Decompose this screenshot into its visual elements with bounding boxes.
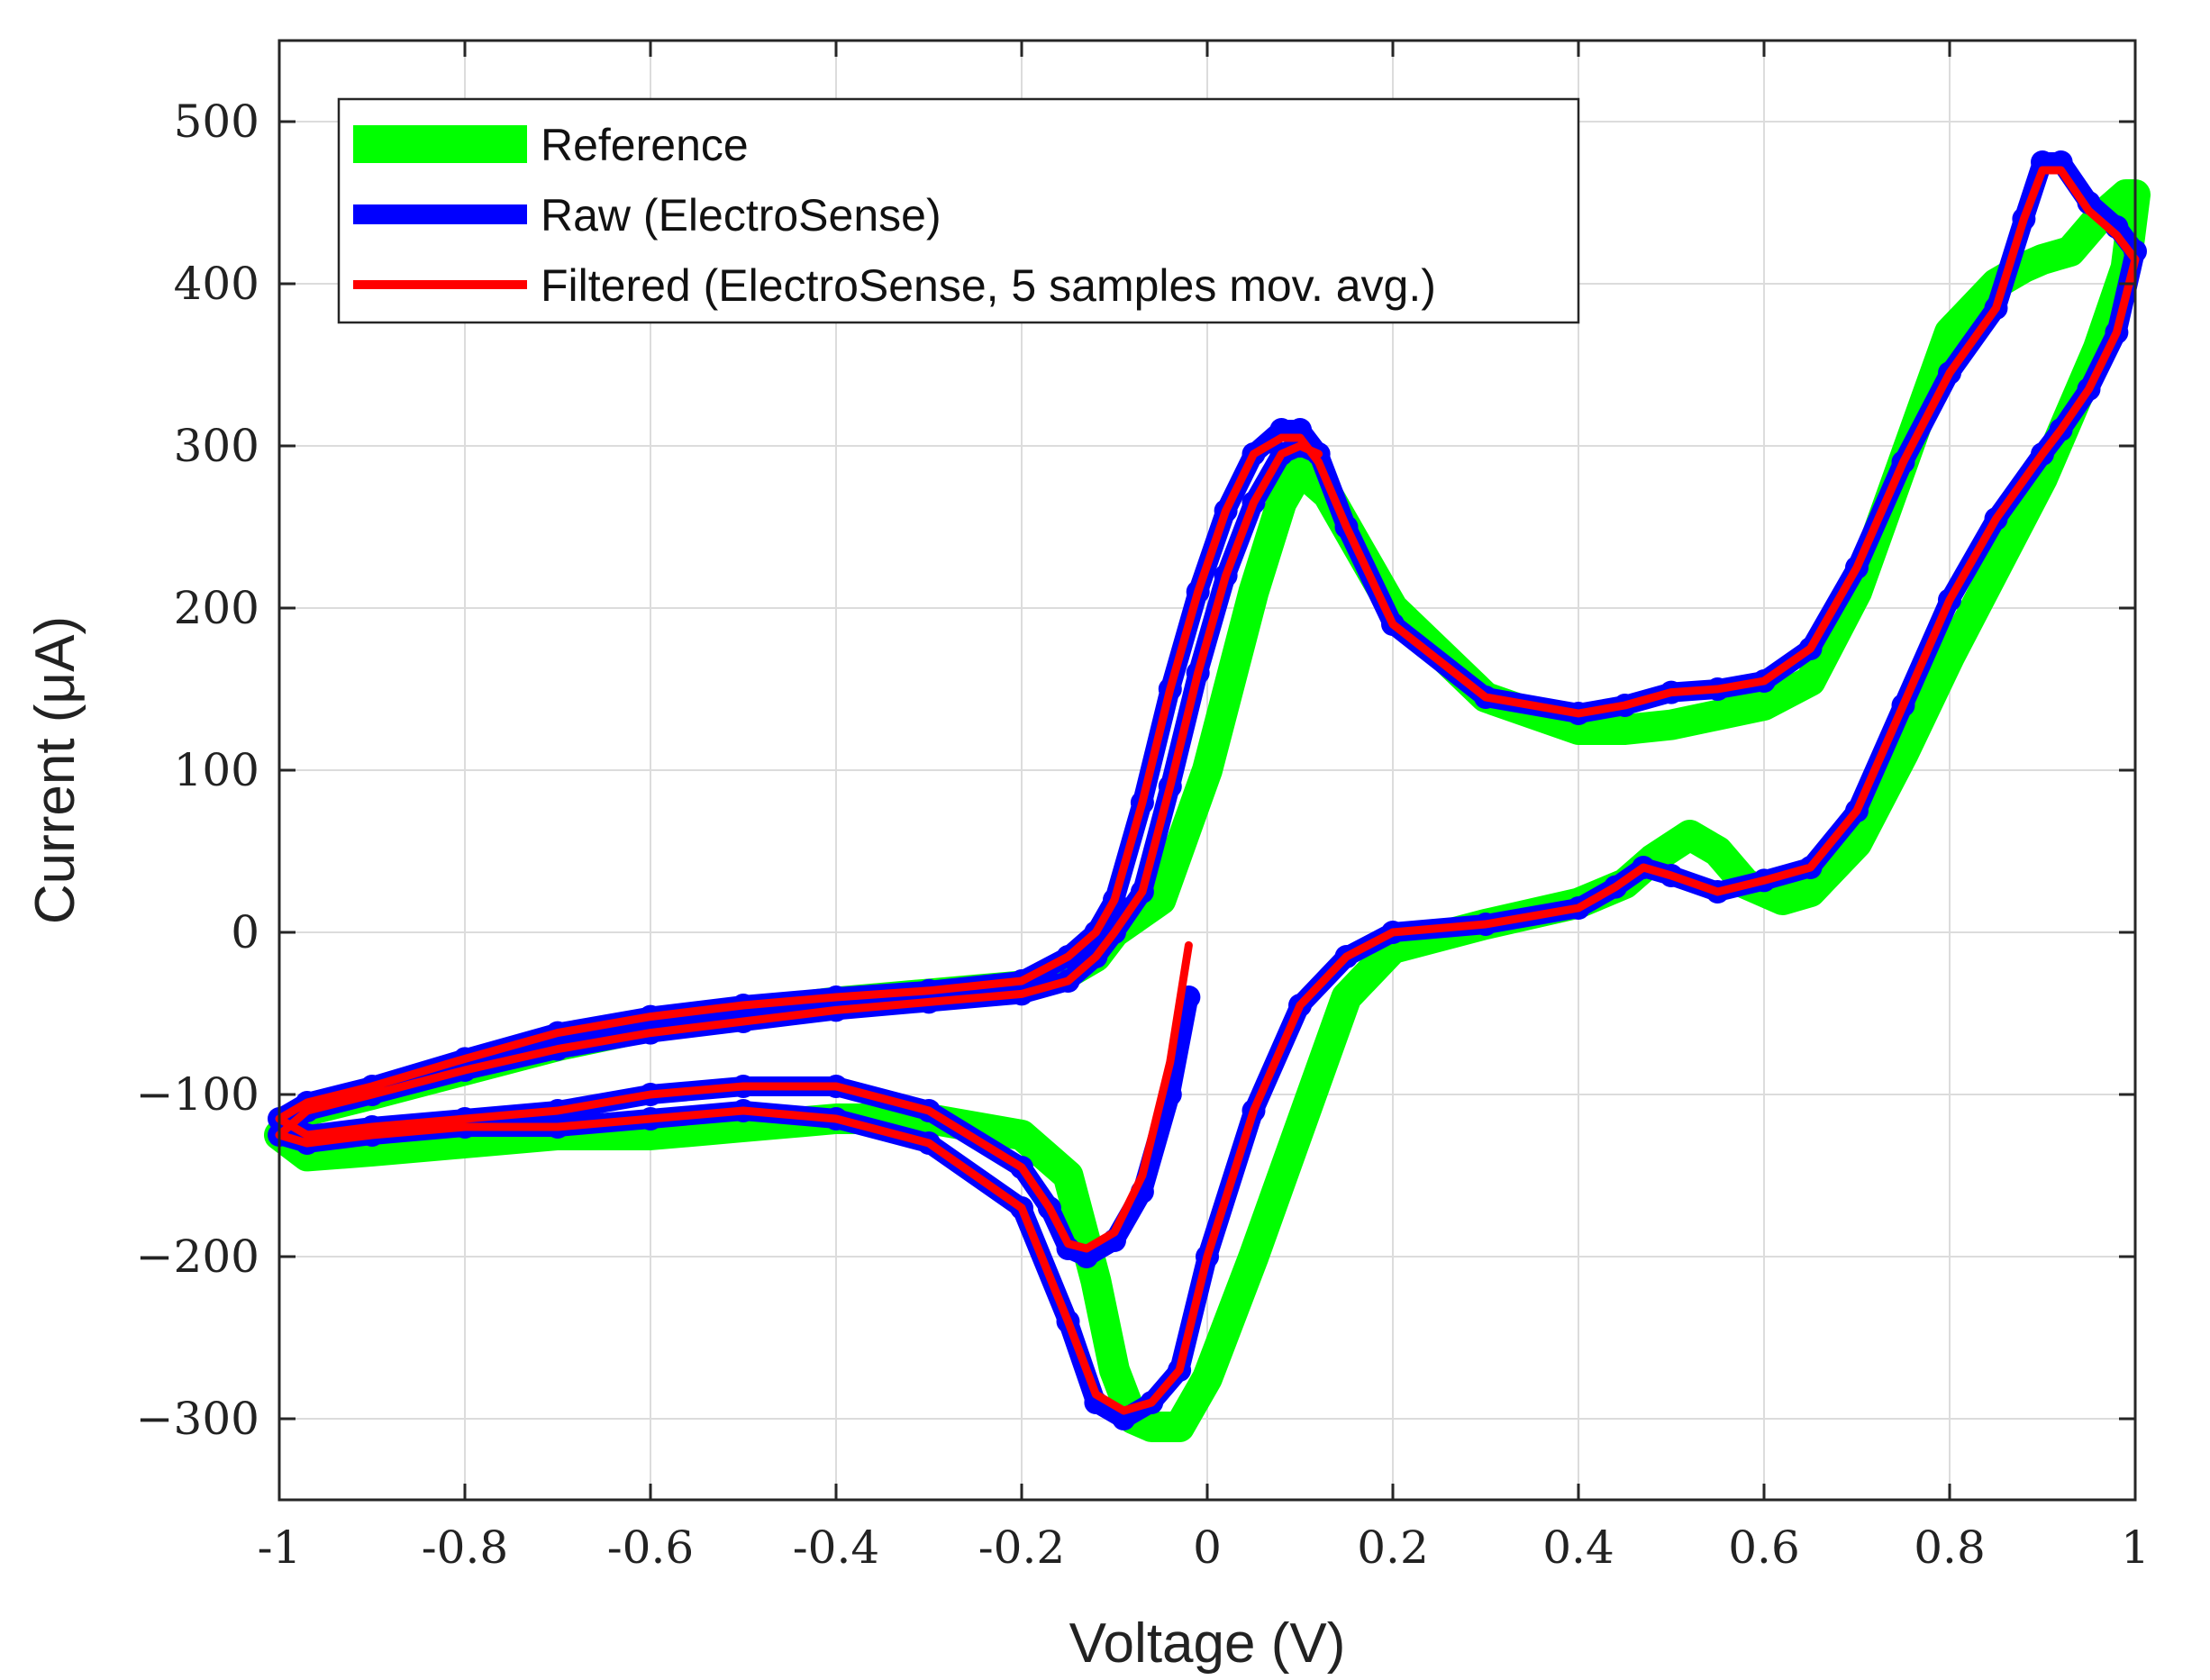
y-tick-label: 400 — [174, 258, 259, 310]
x-tick-label: 0.8 — [1914, 1521, 1986, 1574]
x-tick-label: 1 — [2121, 1521, 2150, 1574]
y-tick-label: −100 — [136, 1068, 259, 1121]
x-tick-label: -0.4 — [793, 1521, 879, 1574]
legend-label-filtered: Filtered (ElectroSense, 5 samples mov. a… — [541, 260, 1436, 311]
x-tick-label: -1 — [258, 1521, 302, 1574]
x-axis-label: Voltage (V) — [1069, 1612, 1346, 1675]
y-tick-label: −200 — [136, 1230, 259, 1283]
x-tick-label: 0.6 — [1728, 1521, 1800, 1574]
legend-box — [337, 97, 1580, 324]
legend-label-raw: Raw (ElectroSense) — [541, 190, 941, 241]
x-tick-label: 0.4 — [1542, 1521, 1614, 1574]
y-tick-label: 0 — [231, 906, 259, 958]
axis-ticks: -1 -0.8 -0.6 -0.4 -0.2 0 0.2 0.4 0.6 0.8 1 −300 −200… — [136, 41, 2150, 1574]
x-tick-label: -0.8 — [422, 1521, 508, 1574]
y-tick-label: 300 — [174, 420, 259, 472]
plot-area — [264, 150, 2151, 1442]
y-axis-label: Current (μA) — [24, 616, 86, 924]
x-tick-label: -0.6 — [607, 1521, 694, 1574]
x-tick-label: 0 — [1193, 1521, 1222, 1574]
x-tick-label: 0.2 — [1357, 1521, 1429, 1574]
series-line-filtered — [275, 166, 2140, 1415]
y-tick-label: 200 — [174, 582, 259, 634]
x-tick-label: -0.2 — [978, 1521, 1065, 1574]
y-tick-label: 500 — [174, 95, 259, 148]
y-tick-label: 100 — [174, 744, 259, 796]
legend-label-reference: Reference — [541, 120, 749, 170]
y-tick-label: −300 — [136, 1393, 259, 1445]
legend: Reference Raw (ElectroSense) Filtered (E… — [337, 97, 1580, 324]
